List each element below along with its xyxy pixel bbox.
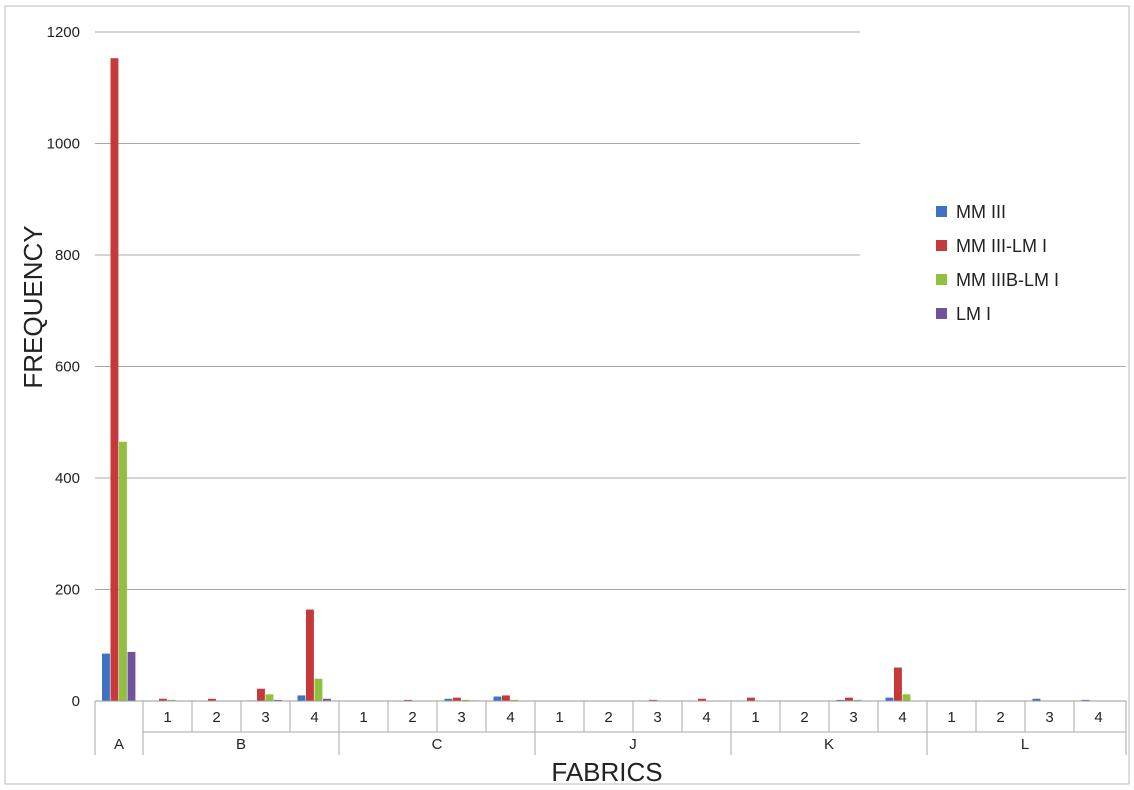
bar xyxy=(747,697,755,701)
y-tick-label: 800 xyxy=(55,247,80,264)
x-sub-category-label: 3 xyxy=(1045,709,1053,726)
bar xyxy=(885,697,894,701)
legend-swatch xyxy=(936,308,947,319)
bar xyxy=(698,698,706,701)
x-sub-category-label: 2 xyxy=(212,709,220,726)
bar xyxy=(1032,698,1041,701)
bar xyxy=(404,699,412,701)
bar xyxy=(208,698,216,701)
x-axis-title: FABRICS xyxy=(551,757,662,787)
y-tick-label: 0 xyxy=(72,693,80,710)
x-sub-category-label: 1 xyxy=(555,709,563,726)
legend-label: LM I xyxy=(956,304,991,324)
bar xyxy=(510,699,519,701)
bar xyxy=(110,58,119,701)
bar xyxy=(102,653,110,701)
x-sub-category-label: 4 xyxy=(702,709,710,726)
x-group-label: K xyxy=(824,736,834,753)
x-sub-category-label: 1 xyxy=(359,709,367,726)
x-sub-category-label: 3 xyxy=(849,709,857,726)
bar xyxy=(461,699,470,701)
y-tick-label: 1000 xyxy=(47,136,80,153)
bar xyxy=(306,609,314,701)
legend-label: MM IIIB-LM I xyxy=(956,270,1059,290)
legend-swatch xyxy=(936,206,947,217)
bars xyxy=(102,58,1090,701)
legend-label: MM III xyxy=(956,202,1006,222)
bar xyxy=(853,699,862,701)
bar xyxy=(444,698,453,701)
x-group-label: J xyxy=(629,736,637,753)
x-sub-category-label: 1 xyxy=(163,709,171,726)
x-group-label: L xyxy=(1021,736,1029,753)
x-axis: 1 2 3 4 1 2 3 4 1 2 3 4 1 2 3 4 1 2 3 4 A B C J K L xyxy=(94,700,1127,755)
x-sub-category-label: 2 xyxy=(408,709,416,726)
bar xyxy=(257,688,265,701)
bar xyxy=(167,699,176,701)
bar xyxy=(323,698,331,701)
bar xyxy=(265,694,274,701)
bar xyxy=(1081,699,1090,701)
y-axis-title: FREQUENCY xyxy=(18,225,48,388)
x-group-label: A xyxy=(114,736,124,753)
chart-border xyxy=(4,5,1130,785)
x-sub-category-label: 2 xyxy=(996,709,1004,726)
y-tick-label: 400 xyxy=(55,470,80,487)
y-tick-label: 1200 xyxy=(47,24,80,41)
x-sub-category-label: 2 xyxy=(604,709,612,726)
x-sub-category-label: 3 xyxy=(457,709,465,726)
legend-label: MM III-LM I xyxy=(956,236,1047,256)
x-group-label: B xyxy=(236,736,246,753)
bar xyxy=(314,678,323,701)
x-sub-category-label: 3 xyxy=(653,709,661,726)
x-sub-category-label: 4 xyxy=(898,709,906,726)
x-sub-category-label: 4 xyxy=(310,709,318,726)
bar xyxy=(127,651,136,701)
bar xyxy=(502,695,510,701)
y-tick-label: 600 xyxy=(55,359,80,376)
gridlines xyxy=(95,31,1126,702)
x-sub-category-label: 2 xyxy=(800,709,808,726)
bar xyxy=(894,667,902,701)
bar xyxy=(845,697,853,701)
x-group-label: C xyxy=(432,736,443,753)
x-sub-category-label: 3 xyxy=(261,709,269,726)
x-sub-category-label: 1 xyxy=(947,709,955,726)
bar xyxy=(836,699,845,701)
bar xyxy=(119,441,127,701)
bar xyxy=(902,694,911,701)
bar xyxy=(274,699,282,701)
legend-swatch xyxy=(936,274,947,285)
x-sub-category-label: 1 xyxy=(751,709,759,726)
bar xyxy=(159,698,167,701)
bar xyxy=(297,695,306,701)
y-tick-label: 200 xyxy=(55,582,80,599)
x-sub-category-label: 4 xyxy=(1094,709,1102,726)
bar xyxy=(453,697,461,701)
x-sub-category-label: 4 xyxy=(506,709,514,726)
legend: MM III MM III-LM I MM IIIB-LM I LM I xyxy=(936,202,1059,324)
bar xyxy=(493,696,502,701)
y-tick-labels: 0 200 400 600 800 1000 1200 xyxy=(47,24,80,710)
legend-swatch xyxy=(936,240,947,251)
bar xyxy=(649,699,657,701)
